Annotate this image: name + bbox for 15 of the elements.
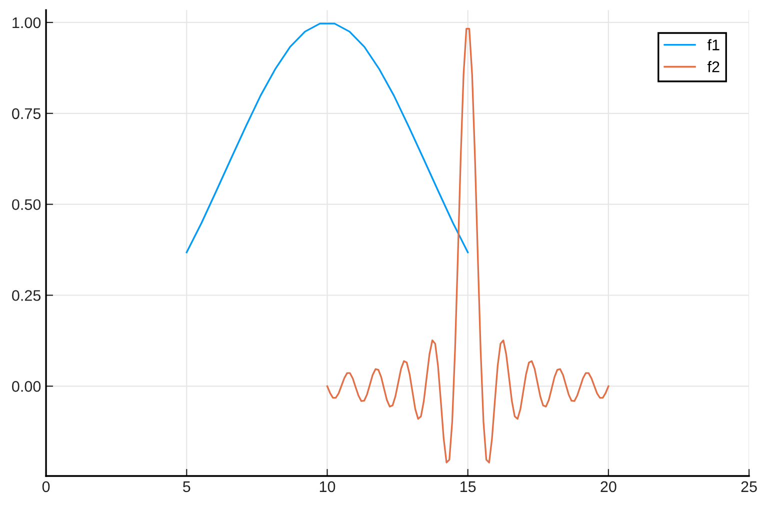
y-tick-label: 0.50 (12, 199, 41, 210)
line-series (186, 22, 469, 254)
legend-label: f2 (707, 61, 720, 72)
legend-label: f1 (707, 39, 720, 50)
x-tick-label: 0 (42, 481, 50, 492)
x-tick-label: 20 (600, 481, 616, 492)
x-tick-label: 10 (320, 481, 336, 492)
y-tick-label: 0.25 (12, 290, 41, 301)
x-tick-label: 15 (460, 481, 476, 492)
line-series (326, 28, 610, 464)
y-tick-label: 0.75 (12, 108, 41, 120)
y-tick-label: 0.00 (12, 381, 41, 392)
x-tick-label: 25 (741, 481, 757, 492)
x-tick-label: 5 (183, 481, 190, 492)
y-tick-label: 1.00 (12, 17, 41, 28)
